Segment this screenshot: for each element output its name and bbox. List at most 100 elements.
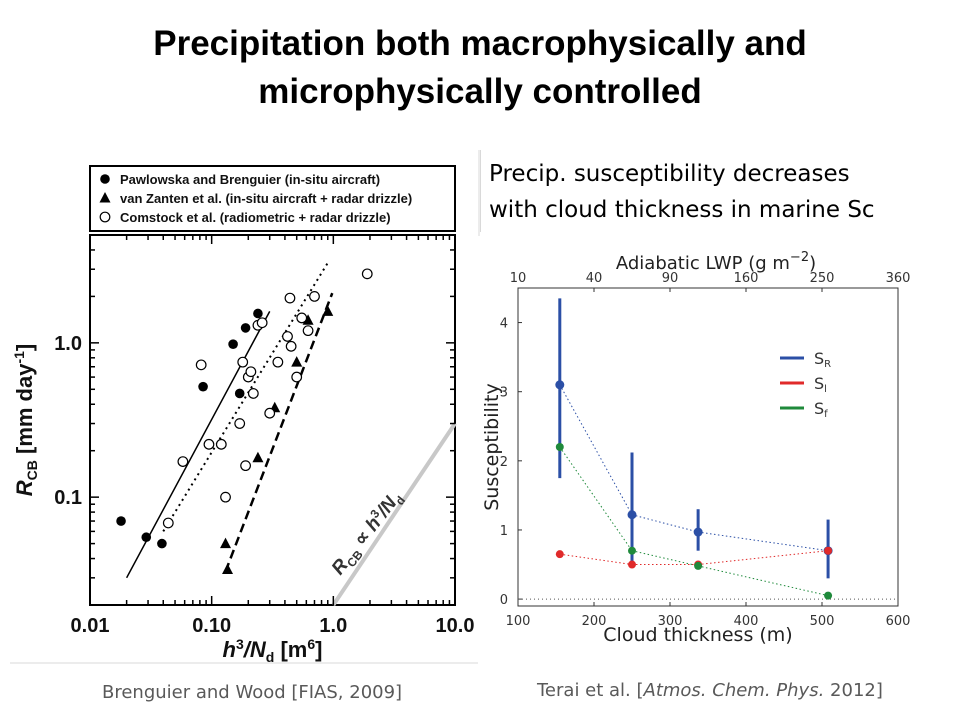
right-top-tick-label: 160 [734,271,759,286]
left-legend-marker [99,192,111,203]
right-xtick-label: 200 [582,614,607,629]
right-ylabel: Susceptibility [481,383,503,511]
left-data-point [284,292,296,304]
left-data-point [222,563,234,574]
title-line-1: Precipitation both macrophysically and [153,24,807,63]
right-series-connector [631,514,699,533]
left-xtick-label: 0.01 [71,615,110,637]
right-xtick-label: 300 [658,614,683,629]
left-points [116,268,373,574]
left-data-point [322,305,334,316]
right-top-tick-label: 90 [662,271,679,286]
right-legend-label: Sl [814,374,827,395]
right-data-point [628,560,636,569]
right-series-connector [698,531,829,552]
caption-right: Terai et al. [Atmos. Chem. Phys. 2012] [537,680,883,701]
left-legend-marker [100,174,110,184]
left-data-point [264,407,276,419]
right-series-connector [559,553,633,566]
left-fit-line [125,311,271,579]
right-ytick-label: 4 [500,317,508,332]
right-legend-label: SR [814,349,831,370]
right-top-tick-label: 250 [810,271,835,286]
right-xtick-label: 400 [734,614,759,629]
left-data-point [247,388,259,399]
left-data-point [296,312,308,324]
left-xtick-label: 0.10 [192,615,231,637]
left-data-point [234,388,245,399]
left-plot-frame [89,234,456,606]
left-data-point [220,491,231,503]
left-data-point [240,323,251,333]
left-data-point [195,359,207,371]
subtitle-divider [480,150,481,232]
left-data-point [252,451,264,463]
left-data-point [291,356,303,367]
left-legend: Pawlowska and Brenguier (in-situ aircraf… [99,172,412,225]
left-xtick-label: 10.0 [436,615,475,637]
subtitle-line-1: Precip. susceptibility decreases [489,161,850,187]
right-data-point [555,380,565,390]
left-data-point [291,371,303,383]
right-data-point [628,546,636,555]
left-legend-box [89,165,456,232]
left-data-point [253,308,263,319]
right-series-connector [631,550,699,567]
left-legend-marker [99,211,111,223]
left-legend-label: van Zanten et al. (in-situ aircraft + ra… [120,191,412,206]
left-ytick-label: 1.0 [54,333,82,355]
left-chart: Pawlowska and Brenguier (in-situ aircraf… [10,150,480,665]
left-legend-label: Comstock et al. (radiometric + radar dri… [120,210,391,225]
left-axes: 0.01 0.10 1.0 10.00.11.0h3/Nd [m6]RCB [mm d… [11,234,475,665]
right-top-xlabel: Adiabatic LWP (g m−2) [616,250,816,274]
left-data-point [240,460,251,472]
right-plot-frame [517,287,899,607]
caption-right-prefix: Terai et al. [ [537,680,644,701]
left-ytick-label: 0.1 [54,487,82,509]
right-xtick-label: 600 [886,614,911,629]
left-legend-label: Pawlowska and Brenguier (in-situ aircraf… [120,172,380,187]
left-data-point [256,317,268,329]
left-data-point [361,268,373,280]
right-xtick-label: 100 [506,614,531,629]
right-ytick-label: 3 [500,386,508,401]
right-data-point [694,561,703,570]
right-top-tick-label: 40 [586,271,603,286]
right-top-tick-label: 10 [510,271,527,286]
left-data-point [245,366,257,378]
caption-right-suffix: 2012] [824,680,883,701]
title-line-2: microphysically controlled [258,72,702,111]
subtitle: Precip. susceptibility decreases with cl… [489,156,939,228]
left-xtick-label: 1.0 [319,615,347,637]
right-ytick-label: 2 [500,455,508,470]
right-series [555,298,833,600]
left-data-point [141,532,152,543]
right-ytick-label: 1 [500,524,508,539]
left-data-point [228,339,238,350]
left-data-point [282,331,293,342]
right-ytick-label: 0 [500,593,508,608]
left-data-point [162,517,174,529]
left-xlabel: h3/Nd [m6] [223,636,323,665]
left-ylabel: RCB [mm day-1] [11,344,40,497]
left-data-point [203,438,215,450]
right-data-point [824,591,833,600]
right-series-connector [559,446,633,551]
right-chart: Adiabatic LWP (g m−2) 100 200 300 400 500 600… [478,236,920,666]
right-series-connector [559,384,633,515]
right-legend-label: Sf [814,399,828,420]
right-top-tick-label: 360 [886,271,911,286]
caption-right-journal: Atmos. Chem. Phys. [643,680,825,701]
left-fit-lines [125,262,334,579]
right-data-point [555,443,564,451]
right-axes: 100 200 300 400 500 600 0 1 2 3 4 10 40 90 160 250 360 [500,271,911,629]
left-data-point [272,356,284,368]
left-reference-line [331,422,457,607]
right-legend: SR Sl Sf [780,349,831,420]
left-fit-line [224,292,334,572]
left-data-point [215,438,227,450]
left-data-point [302,325,314,337]
left-data-point [116,516,126,526]
right-xtick-label: 500 [810,614,835,629]
left-data-point [234,418,246,429]
